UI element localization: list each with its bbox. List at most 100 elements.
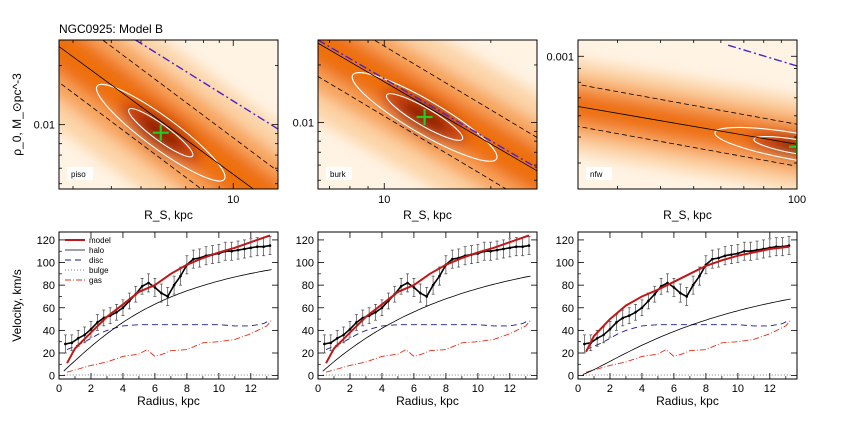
- x-tick-label: 4: [379, 383, 385, 395]
- y-tick-label: 100: [296, 258, 314, 270]
- x-tick-label: 6: [671, 383, 677, 395]
- max-density-line: [727, 44, 797, 67]
- x-tick-label: 0: [315, 383, 321, 395]
- ridge-lower-bound: [578, 126, 794, 166]
- x-tick-label: 4: [639, 383, 645, 395]
- legend-label-bulge: bulge: [89, 266, 109, 275]
- plot-frame: [58, 39, 279, 190]
- ridge-line: [59, 46, 254, 189]
- x-axis-label: Radius, kpc: [396, 394, 459, 408]
- plot-frame: [577, 39, 798, 190]
- y-tick-label: 0.01: [34, 120, 55, 132]
- model-label: piso: [67, 167, 93, 180]
- model-label-text: burk: [330, 170, 347, 179]
- legend-label-halo: halo: [89, 246, 105, 255]
- x-tick-label: 0: [56, 383, 62, 395]
- heatmap-piso: piso 10 0.01 R_S, kpc ρ_0, M_⊙pc^-3: [10, 39, 279, 222]
- model-label: burk: [326, 167, 352, 180]
- x-tick-label: 12: [764, 383, 776, 395]
- heatmap-plot-area: [59, 40, 278, 189]
- y-tick-label: 40: [302, 325, 314, 337]
- x-axis-label: R_S, kpc: [144, 208, 193, 222]
- y-tick-label: 60: [43, 303, 55, 315]
- x-tick-label: 10: [378, 194, 390, 206]
- model-label-box: [586, 167, 612, 180]
- x-tick-label: 12: [504, 383, 516, 395]
- x-tick-label: 12: [245, 383, 257, 395]
- model-curve: [325, 234, 530, 364]
- y-tick-label: 20: [562, 348, 574, 360]
- confidence-contour: [714, 126, 797, 167]
- y-tick-label: 0.01: [293, 118, 314, 130]
- confidence-contour: [385, 93, 464, 141]
- x-axis-label: R_S, kpc: [663, 208, 712, 222]
- x-tick-label: 4: [120, 383, 126, 395]
- model-label-box: [326, 167, 352, 180]
- x-tick-label: 10: [213, 383, 225, 395]
- x-tick-label: 6: [411, 383, 417, 395]
- y-tick-label: 0: [49, 371, 55, 383]
- plot-frame: [317, 231, 538, 380]
- model-label: nfw: [586, 167, 612, 180]
- confidence-contour: [95, 83, 226, 182]
- disc-curve: [325, 319, 530, 351]
- plot-frame: [58, 231, 279, 380]
- model-label-text: nfw: [590, 170, 603, 179]
- rotation-plot-area: [582, 236, 791, 376]
- model-label-text: piso: [71, 170, 86, 179]
- y-tick-label: 0: [568, 371, 574, 383]
- confidence-contour: [753, 136, 797, 158]
- model-curve: [585, 245, 790, 353]
- halo-curve: [322, 275, 531, 372]
- x-axis-label: R_S, kpc: [403, 208, 452, 222]
- confidence-contour: [128, 107, 194, 158]
- max-density-line: [318, 40, 537, 169]
- gas-curve: [66, 319, 272, 373]
- y-axis-label: Velocity, km/s: [10, 269, 24, 341]
- confidence-contour: [351, 72, 498, 162]
- halo-curve: [582, 298, 791, 375]
- x-tick-label: 0: [575, 383, 581, 395]
- y-tick-label: 80: [562, 280, 574, 292]
- y-tick-label: 100: [556, 258, 574, 270]
- plot-frame: [317, 39, 538, 190]
- ridge-upper-bound: [581, 84, 797, 125]
- y-tick-label: 60: [302, 303, 314, 315]
- observed-curve: [324, 244, 530, 345]
- x-tick-label: 2: [607, 383, 613, 395]
- disc-curve: [585, 319, 790, 351]
- y-tick-label: 120: [296, 235, 314, 247]
- disc-curve: [66, 319, 271, 351]
- figure-title: NGC0925: Model B: [59, 22, 163, 36]
- x-tick-label: 8: [443, 383, 449, 395]
- rotation-plot-area: [322, 234, 531, 376]
- x-tick-label: 2: [347, 383, 353, 395]
- y-tick-label: 120: [37, 235, 55, 247]
- x-tick-label: 100: [788, 194, 806, 206]
- ridge-lower-bound: [318, 76, 507, 189]
- x-tick-label: 10: [227, 194, 239, 206]
- y-tick-label: 20: [302, 348, 314, 360]
- y-tick-label: 40: [562, 325, 574, 337]
- y-tick-label: 40: [43, 325, 55, 337]
- plot-frame: [577, 231, 798, 380]
- model-label-box: [67, 167, 93, 180]
- gas-curve: [585, 319, 791, 373]
- y-tick-label: 80: [43, 280, 55, 292]
- ridge-line: [578, 106, 797, 145]
- y-axis-label: ρ_0, M_⊙pc^-3: [10, 73, 24, 156]
- observed-curve: [65, 244, 271, 345]
- x-tick-label: 8: [184, 383, 190, 395]
- ridge-line: [318, 42, 537, 172]
- x-tick-label: 6: [152, 383, 158, 395]
- model-curve: [66, 234, 271, 364]
- y-tick-label: 120: [556, 235, 574, 247]
- y-tick-label: 60: [562, 303, 574, 315]
- x-tick-label: 10: [732, 383, 744, 395]
- heatmap-plot-area: [318, 40, 537, 189]
- y-tick-label: 80: [302, 280, 314, 292]
